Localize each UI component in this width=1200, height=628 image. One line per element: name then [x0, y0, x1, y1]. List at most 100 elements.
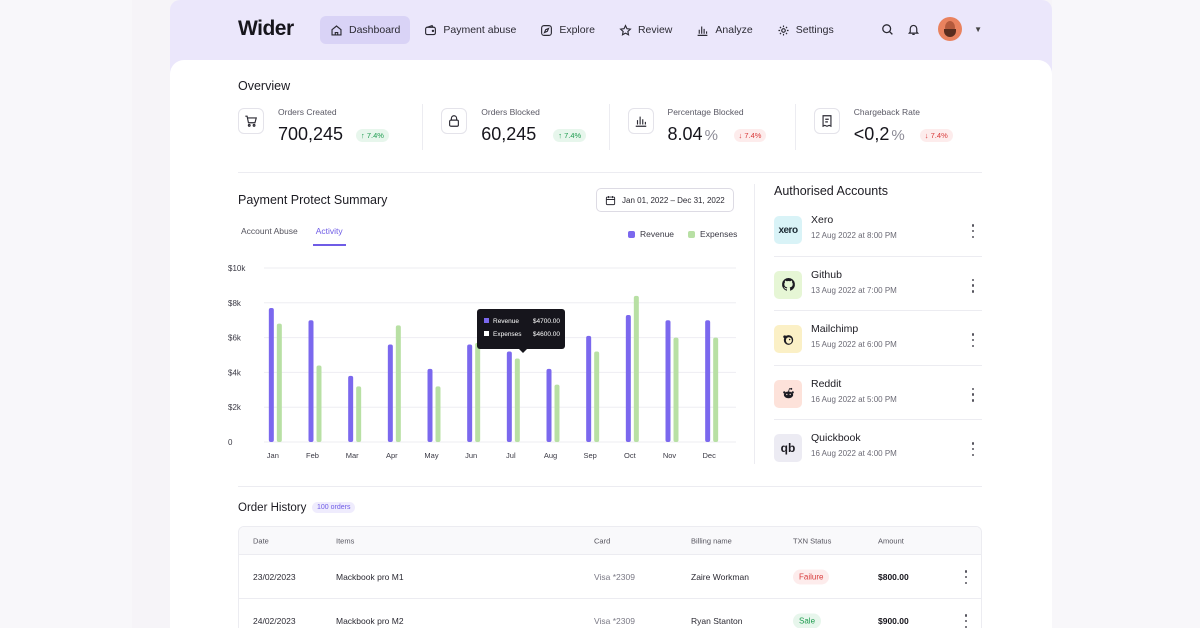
- bar-expenses: [276, 323, 282, 442]
- quickbooks-icon: qb: [774, 434, 802, 462]
- account-name: Xero: [811, 214, 834, 226]
- github-icon: [774, 270, 802, 299]
- more-options-icon[interactable]: [970, 224, 976, 238]
- stat-change-badge: ↓ 7.4%: [733, 129, 767, 142]
- top-navigation-bar: Wider Dashboard Payment abuse Explore Re…: [170, 0, 1052, 60]
- divider: [754, 184, 755, 464]
- stat-change: 7.4%: [564, 131, 582, 140]
- column-header-date[interactable]: Date: [253, 536, 269, 545]
- brand-logo: Wider: [238, 17, 294, 40]
- account-item-quickbook[interactable]: qb Quickbook 16 Aug 2022 at 4:00 PM: [774, 420, 982, 475]
- more-options-icon[interactable]: [970, 333, 976, 347]
- summary-title: Payment Protect Summary: [238, 193, 388, 207]
- accounts-list: xero Xero 12 Aug 2022 at 8:00 PM Github …: [774, 202, 982, 475]
- nav-item-analyze[interactable]: Analyze: [686, 16, 762, 44]
- nav-item-review[interactable]: Review: [609, 16, 682, 44]
- legend-item-expenses: Expenses: [688, 229, 737, 239]
- tab-activity[interactable]: Activity: [312, 220, 346, 246]
- date-range-picker[interactable]: Jan 01, 2022 – Dec 31, 2022: [596, 188, 734, 212]
- account-date: 16 Aug 2022 at 5:00 PM: [811, 394, 897, 404]
- bar-revenue: [705, 320, 711, 442]
- cell-item: Mackbook pro M2: [336, 615, 404, 626]
- bar-expenses: [435, 386, 441, 442]
- chevron-down-icon[interactable]: ▼: [974, 24, 982, 34]
- chart-tooltip: Revenue $4700.00 Expenses $4600.00: [477, 309, 565, 353]
- tooltip-arrow: [519, 349, 527, 353]
- overview-title: Overview: [238, 79, 291, 93]
- legend-swatch: [628, 231, 635, 238]
- more-options-icon[interactable]: [963, 570, 969, 584]
- x-tick-label: Aug: [544, 451, 557, 460]
- search-icon[interactable]: [880, 22, 894, 36]
- bar-expenses: [633, 295, 639, 442]
- date-range-label: Jan 01, 2022 – Dec 31, 2022: [622, 195, 725, 205]
- tooltip-swatch: [484, 331, 489, 336]
- bar-revenue: [625, 314, 631, 442]
- tooltip-label: Revenue: [484, 318, 519, 325]
- stat-percentage-blocked: Percentage Blocked 8.04% ↓ 7.4%: [610, 104, 796, 150]
- cell-date: 24/02/2023: [253, 615, 296, 626]
- home-icon: [331, 24, 342, 36]
- reddit-icon: [774, 379, 802, 408]
- nav-item-explore[interactable]: Explore: [530, 16, 605, 44]
- column-header-amount[interactable]: Amount: [878, 536, 904, 545]
- stat-number: 700,245: [278, 124, 344, 144]
- cell-amount: $900.00: [878, 615, 909, 626]
- x-tick-label: Nov: [663, 451, 677, 460]
- more-options-icon[interactable]: [970, 278, 976, 293]
- column-header-billing-name[interactable]: Billing name: [691, 536, 732, 545]
- account-name: Reddit: [811, 377, 842, 390]
- main-nav: Dashboard Payment abuse Explore Review A…: [320, 16, 844, 44]
- stat-unit: %: [891, 127, 905, 144]
- account-date: 13 Aug 2022 at 7:00 PM: [811, 285, 897, 295]
- tooltip-label-text: Expenses: [493, 331, 522, 338]
- column-header-card[interactable]: Card: [594, 536, 611, 545]
- nav-label: Payment abuse: [443, 24, 517, 36]
- order-history-title: Order History: [238, 502, 307, 514]
- bell-icon[interactable]: [906, 22, 920, 36]
- more-options-icon[interactable]: [970, 387, 976, 402]
- column-header-txn-status[interactable]: TXN Status: [793, 536, 832, 545]
- stat-value: 8.04%: [668, 124, 718, 145]
- lock-icon: [441, 108, 468, 134]
- account-item-xero[interactable]: xero Xero 12 Aug 2022 at 8:00 PM: [774, 202, 982, 257]
- bar-revenue: [665, 320, 671, 442]
- nav-item-dashboard[interactable]: Dashboard: [320, 16, 411, 44]
- compass-icon: [541, 24, 553, 36]
- cell-item: Mackbook pro M1: [336, 571, 404, 582]
- more-options-icon[interactable]: [963, 614, 969, 628]
- stat-change-badge: ↑ 7.4%: [553, 129, 587, 142]
- legend-item-revenue: Revenue: [628, 229, 674, 239]
- cell-billing-name: Zaire Workman: [691, 571, 749, 582]
- tooltip-label-text: Revenue: [493, 318, 520, 325]
- tooltip-value: $4600.00: [532, 331, 560, 338]
- bar-expenses: [316, 365, 322, 442]
- stat-change: 7.4%: [366, 131, 384, 140]
- nav-label: Review: [637, 24, 673, 36]
- nav-item-settings[interactable]: Settings: [767, 16, 844, 44]
- tooltip-row-revenue: Revenue $4700.00: [484, 318, 560, 325]
- table-row[interactable]: 24/02/2023 Mackbook pro M2 Visa *2309 Ry…: [239, 599, 981, 628]
- tab-account-abuse[interactable]: Account Abuse: [241, 226, 298, 236]
- bar-chart-icon: [627, 108, 654, 134]
- bar-expenses: [673, 337, 679, 442]
- bar-expenses: [554, 384, 560, 442]
- account-item-mailchimp[interactable]: Mailchimp 15 Aug 2022 at 6:00 PM: [774, 311, 982, 366]
- stat-number: <0,2: [853, 124, 890, 144]
- column-header-items[interactable]: Items: [336, 536, 355, 545]
- cell-date: 23/02/2023: [253, 571, 296, 582]
- xero-icon: xero: [774, 216, 802, 244]
- table-row[interactable]: 23/02/2023 Mackbook pro M1 Visa *2309 Za…: [239, 555, 981, 599]
- account-item-github[interactable]: Github 13 Aug 2022 at 7:00 PM: [774, 257, 982, 311]
- account-item-reddit[interactable]: Reddit 16 Aug 2022 at 5:00 PM: [774, 366, 982, 420]
- receipt-icon: [813, 108, 840, 134]
- status-badge: Failure: [793, 569, 830, 584]
- nav-item-payment-abuse[interactable]: Payment abuse: [414, 16, 526, 44]
- y-tick-label: $4k: [228, 368, 242, 377]
- avatar[interactable]: [938, 17, 963, 41]
- stat-value: <0,2%: [854, 124, 905, 145]
- stat-change-badge: ↑ 7.4%: [356, 129, 389, 142]
- tooltip-row-expenses: Expenses $4600.00: [484, 331, 560, 338]
- more-options-icon[interactable]: [970, 442, 976, 456]
- stat-number: 60,245: [481, 124, 537, 144]
